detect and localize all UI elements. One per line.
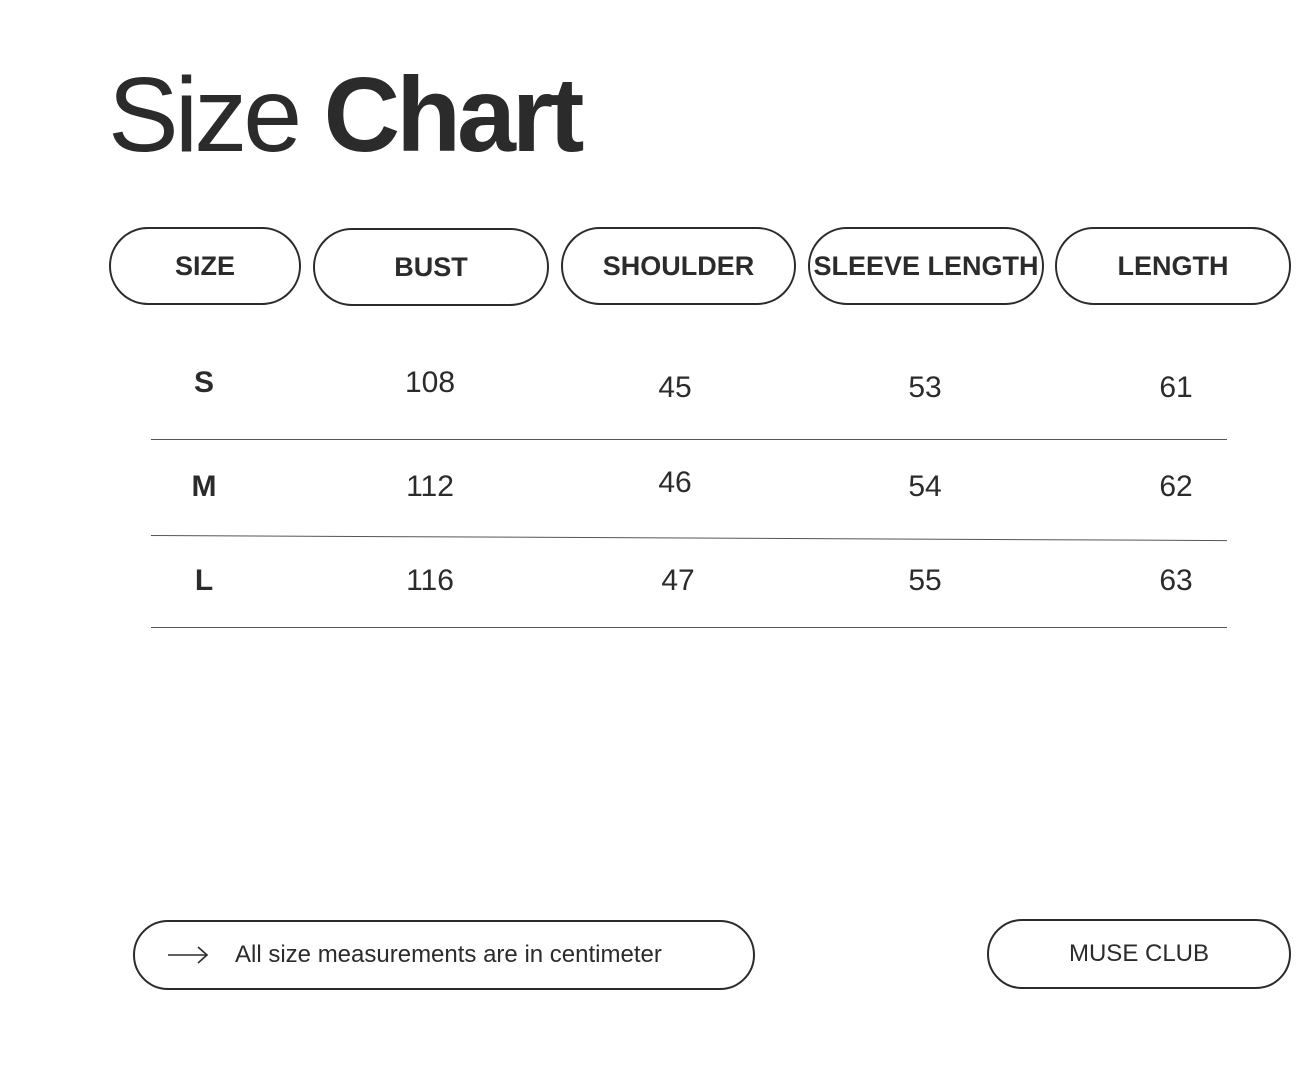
cell-sleeve-l: 55 xyxy=(908,564,942,597)
cell-bust-s: 108 xyxy=(404,366,456,399)
header-shoulder: SHOULDER xyxy=(561,227,796,305)
cell-length-m: 62 xyxy=(1159,470,1193,503)
brand-label: MUSE CLUB xyxy=(987,919,1291,989)
cell-size-s: S xyxy=(193,366,214,399)
cell-sleeve-m: 54 xyxy=(908,470,942,503)
arrow-right-icon xyxy=(168,946,209,964)
row-divider xyxy=(151,439,1227,440)
cell-sleeve-s: 53 xyxy=(908,371,942,404)
cell-size-m: M xyxy=(191,470,217,503)
header-bust: BUST xyxy=(313,228,549,306)
row-divider xyxy=(151,627,1227,628)
cell-length-s: 61 xyxy=(1159,371,1193,404)
cell-shoulder-s: 45 xyxy=(658,371,692,404)
header-sleeve-length: SLEEVE LENGTH xyxy=(808,227,1044,305)
header-size: SIZE xyxy=(109,227,301,305)
header-length: LENGTH xyxy=(1055,227,1291,305)
cell-bust-m: 112 xyxy=(406,470,454,503)
cell-size-l: L xyxy=(194,564,214,597)
title-light: Size xyxy=(108,56,302,174)
cell-shoulder-m: 46 xyxy=(658,466,692,499)
cell-shoulder-l: 47 xyxy=(661,564,695,597)
cell-length-l: 63 xyxy=(1159,564,1193,597)
page-title: Size Chart xyxy=(108,62,584,168)
row-divider xyxy=(150,535,1227,542)
measurement-note: All size measurements are in centimeter xyxy=(133,920,755,990)
measurement-note-text: All size measurements are in centimeter xyxy=(235,941,662,968)
cell-bust-l: 116 xyxy=(406,564,454,597)
title-bold: Chart xyxy=(323,56,585,174)
